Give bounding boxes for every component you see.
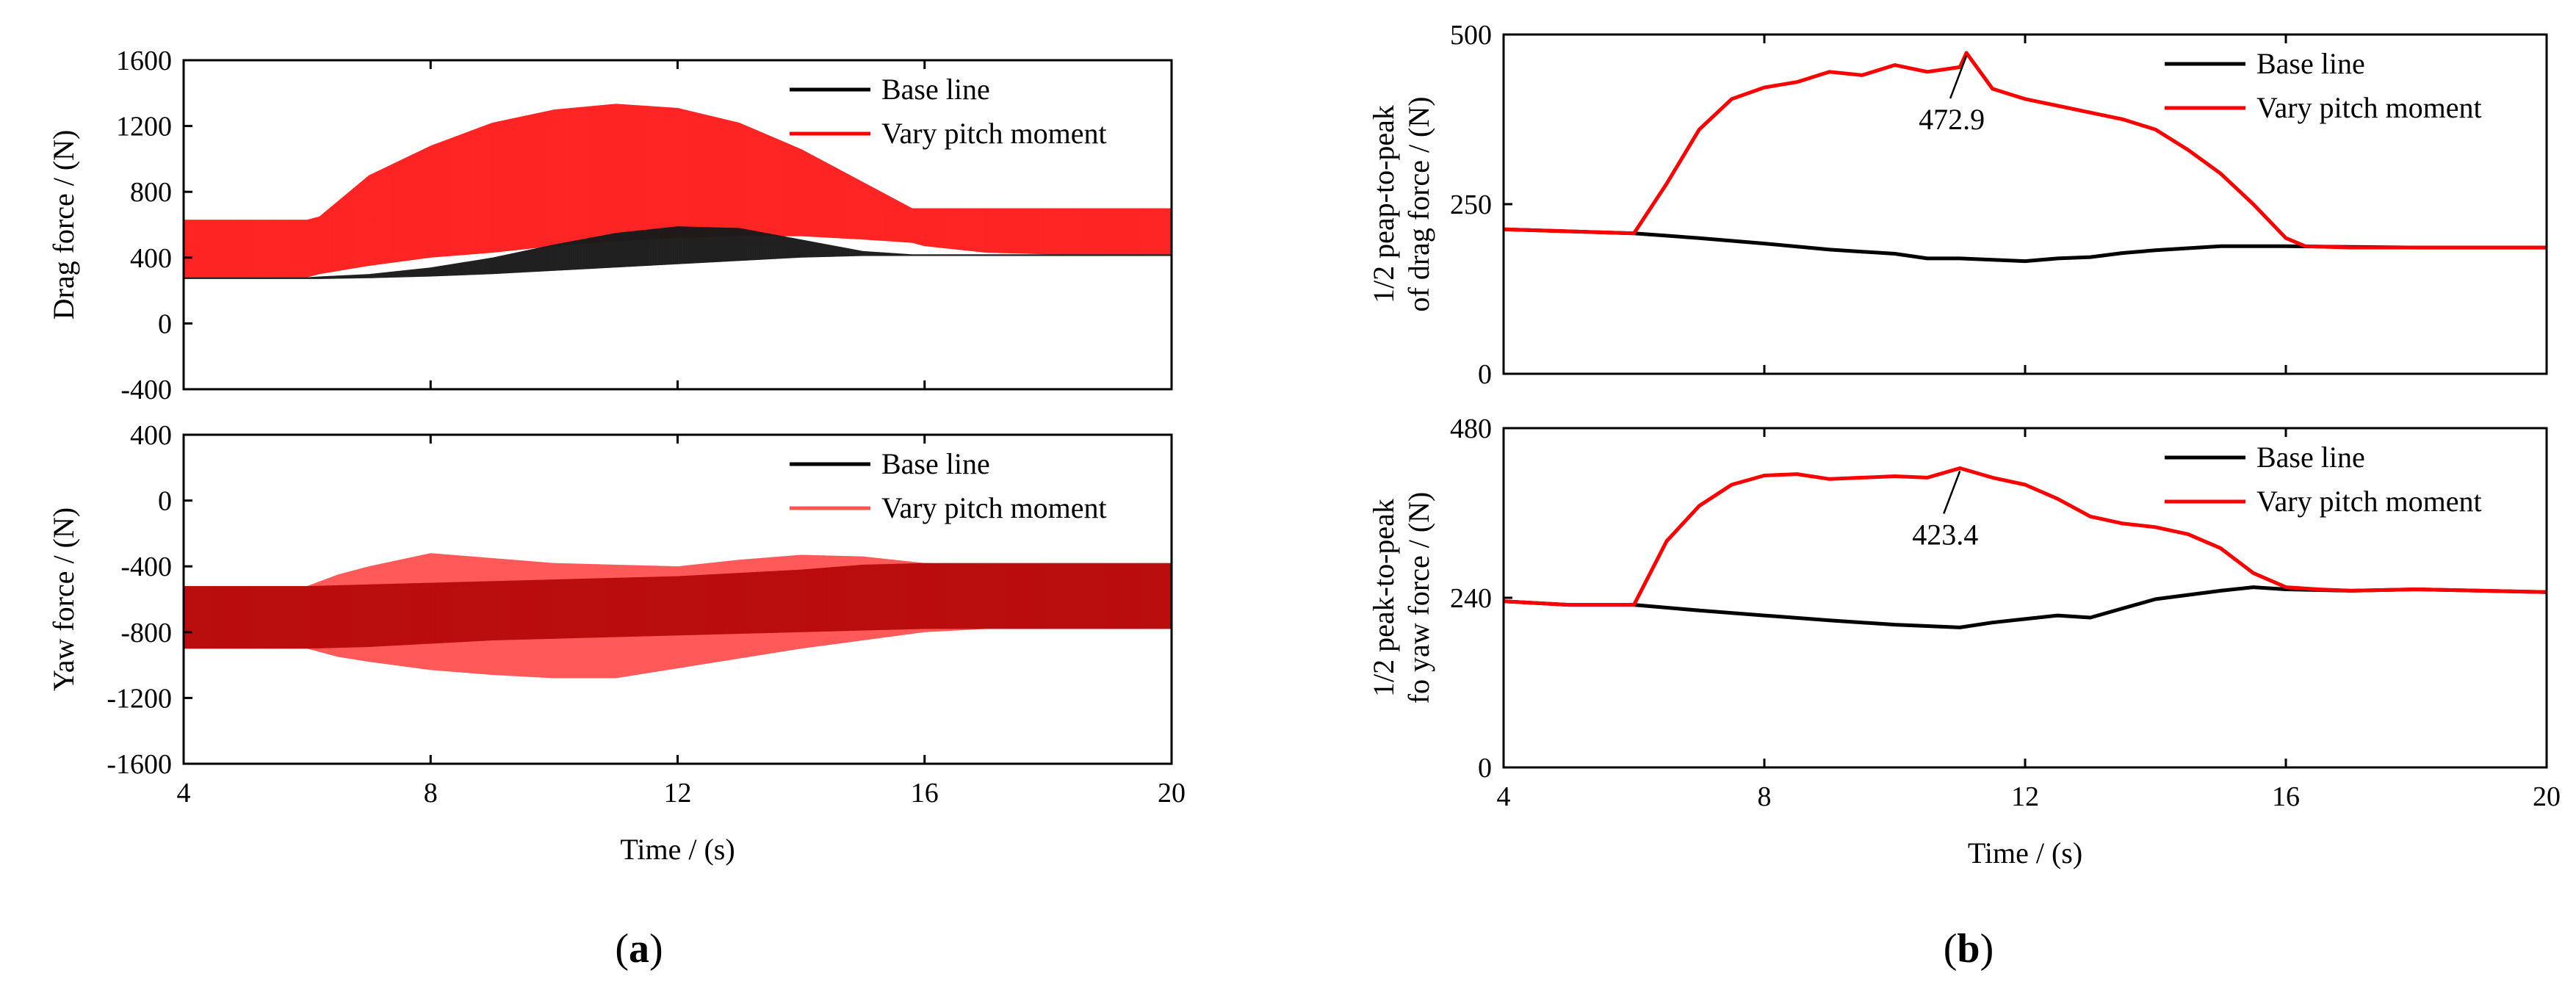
- y-tick-label: 800: [130, 177, 172, 208]
- series-line-base-line: [1503, 227, 2547, 264]
- y-tick-label: -400: [120, 375, 172, 405]
- y-axis-label: Yaw force / (N): [47, 507, 80, 691]
- legend-label-vary-pitch-moment: Vary pitch moment: [2256, 91, 2482, 124]
- y-tick-label: 0: [158, 308, 172, 339]
- plot-frame: [1502, 33, 2548, 375]
- x-tick-label: 16: [2272, 781, 2300, 812]
- x-tick-label: 8: [424, 778, 438, 809]
- x-tick-label: 8: [1758, 781, 1772, 812]
- legend-label-vary-pitch-moment: Vary pitch moment: [881, 117, 1107, 150]
- plot-area: [184, 553, 1172, 679]
- oscillation-base-line: [184, 226, 1172, 279]
- y-tick-label: -400: [120, 552, 172, 582]
- legend-label-vary-pitch-moment: Vary pitch moment: [881, 491, 1107, 524]
- legend-label-base-line: Base line: [881, 447, 990, 480]
- x-tick-label: 12: [2011, 781, 2039, 812]
- series-line-vary-pitch-moment: [1503, 51, 2547, 250]
- x-tick-label: 4: [177, 778, 191, 809]
- y-tick-label: 400: [130, 243, 172, 274]
- series-line-vary-pitch-moment: [1503, 466, 2547, 607]
- oscillation-vary-pitch-moment: [184, 104, 1172, 278]
- x-tick-label: 4: [1497, 781, 1511, 812]
- x-tick-label: 20: [2533, 781, 2561, 812]
- y-tick-label: 250: [1450, 189, 1492, 220]
- annotation-leader: [1943, 471, 1961, 514]
- plot-frame: [182, 433, 1173, 765]
- y-tick-label: 240: [1450, 583, 1492, 614]
- y-tick-label: 1200: [116, 112, 172, 142]
- legend-label-base-line: Base line: [881, 73, 990, 106]
- chart-half_p2p_drag: 0 250 500 1/2 peap-to-peak of drag force / (…: [1367, 20, 2548, 390]
- y-tick-label: 0: [1478, 359, 1492, 390]
- x-axis-label: Time / (s): [620, 833, 735, 866]
- panel-label: (a): [615, 926, 663, 972]
- annotation-label: 472.9: [1919, 103, 1985, 136]
- x-tick-label: 20: [1158, 778, 1186, 809]
- plot-area: [184, 104, 1172, 279]
- y-tick-label: -1600: [107, 749, 172, 780]
- legend-label-base-line: Base line: [2256, 47, 2365, 80]
- y-tick-label: 480: [1450, 413, 1492, 444]
- y-axis-label: Drag force / (N): [47, 130, 80, 320]
- x-axis-label: Time / (s): [1968, 836, 2082, 870]
- chart-yaw_force: 4 8 12 16 20 -1600 -1200 -800 -400 0 400 Yaw force …: [47, 420, 1186, 866]
- x-tick-label: 12: [664, 778, 692, 809]
- chart-half_p2p_yaw: 4 8 12 16 20 0 240 480 1/2 peak-to-peak fo yaw fo…: [1367, 413, 2561, 870]
- y-tick-label: -1200: [107, 683, 172, 714]
- panel-label: (b): [1944, 926, 1994, 972]
- annotation-leader: [1949, 55, 1968, 99]
- y-tick-label: 0: [1478, 753, 1492, 784]
- y-tick-label: 1600: [116, 46, 172, 76]
- chart-drag_force: -400 0 400 800 1200 1600 Drag force / (N) Base …: [47, 46, 1173, 405]
- x-tick-label: 16: [911, 778, 939, 809]
- y-tick-label: 0: [158, 486, 172, 517]
- legend-label-vary-pitch-moment: Vary pitch moment: [2256, 485, 2482, 518]
- y-tick-label: 400: [130, 420, 172, 451]
- series-line-base-line: [1503, 585, 2547, 629]
- y-axis-label: 1/2 peap-to-peak: [1367, 105, 1400, 303]
- y-tick-label: -800: [120, 618, 172, 648]
- oscillation-base-line: [184, 563, 1172, 649]
- legend-label-base-line: Base line: [2256, 441, 2365, 474]
- plot-frame: [1502, 427, 2548, 769]
- annotation-label: 423.4: [1912, 518, 1978, 551]
- y-tick-label: 500: [1450, 20, 1492, 51]
- y-axis-label: of drag force / (N): [1402, 96, 1435, 311]
- y-axis-label: fo yaw force / (N): [1402, 492, 1435, 704]
- y-axis-label: 1/2 peak-to-peak: [1367, 499, 1400, 697]
- plot-frame: [182, 59, 1173, 391]
